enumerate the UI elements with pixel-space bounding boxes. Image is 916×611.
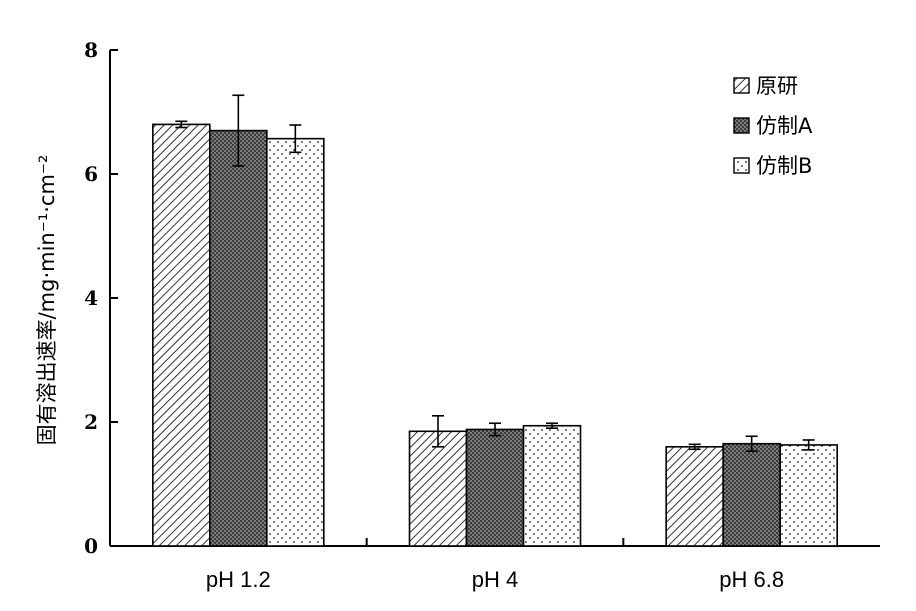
bar (465, 428, 525, 547)
bar (152, 123, 211, 547)
axis-labels: 0 2 4 6 8 pH 1.2 pH 4 pH 6.8 固有溶出速率/mg·min⁻¹·cm⁻… (35, 38, 784, 592)
y-tick-label: 2 (84, 410, 98, 434)
y-tick-label: 4 (84, 286, 98, 310)
legend-swatch (733, 117, 750, 134)
y-axis-label: 固有溶出速率/mg·min⁻¹·cm⁻² (35, 155, 59, 446)
bar (209, 129, 268, 547)
error-bars (175, 94, 815, 452)
bar (722, 442, 781, 547)
y-tick-label: 8 (84, 38, 98, 62)
bar (266, 137, 325, 547)
bar (779, 444, 838, 547)
bars (152, 123, 838, 547)
legend-label: 原研 (756, 74, 798, 98)
x-tick-label: pH 6.8 (719, 567, 784, 592)
legend-label: 仿制B (756, 154, 812, 178)
legend-swatch (733, 77, 750, 94)
x-tick-label: pH 1.2 (206, 567, 271, 592)
y-tick-label: 0 (84, 534, 98, 558)
bar (408, 430, 468, 547)
bar (522, 424, 582, 547)
y-tick-label: 6 (84, 162, 98, 186)
legend-label: 仿制A (756, 114, 813, 138)
x-tick-label: pH 4 (472, 567, 518, 592)
bar (665, 445, 724, 547)
legend-swatch (733, 157, 750, 174)
